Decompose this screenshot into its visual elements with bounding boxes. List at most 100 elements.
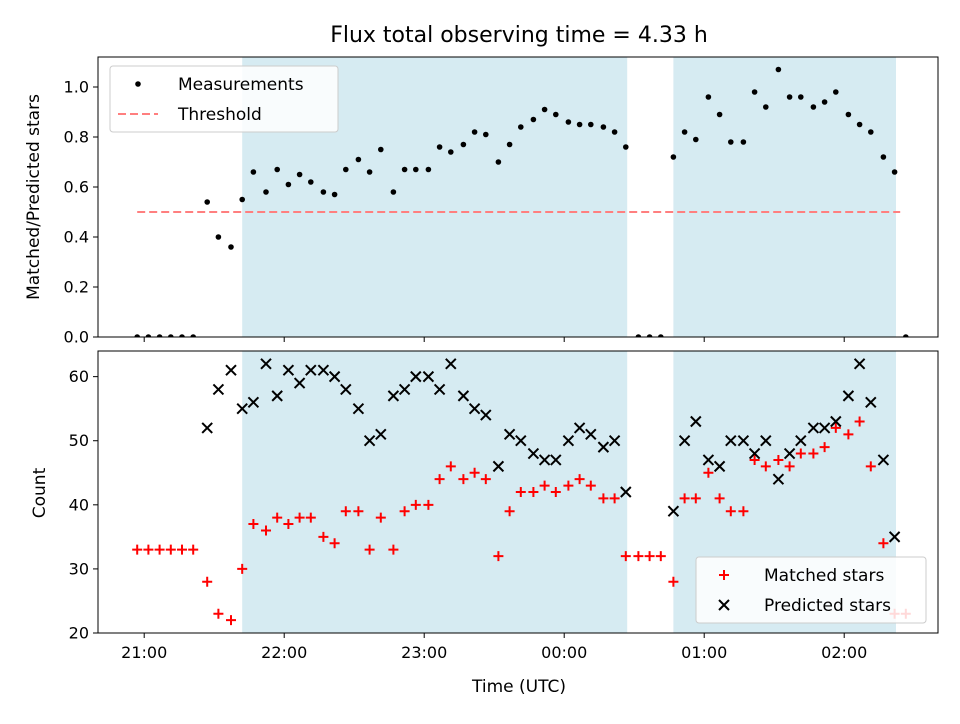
matched-star-point xyxy=(226,615,236,626)
matched-star-point xyxy=(237,563,248,574)
measurement-point xyxy=(471,129,478,135)
predicted-star-point xyxy=(842,390,855,402)
measurement-point xyxy=(821,99,828,105)
predicted-star-point xyxy=(503,428,516,441)
matched-star-point xyxy=(177,544,187,555)
matched-star-point xyxy=(515,487,526,497)
measurement-point xyxy=(518,124,524,130)
predicted-star-point xyxy=(608,435,621,447)
matched-star-point xyxy=(132,544,143,555)
matched-star-point xyxy=(644,551,655,562)
measurement-point xyxy=(681,129,688,135)
measurement-point xyxy=(611,129,618,135)
matched-star-point xyxy=(143,544,154,555)
measurement-point xyxy=(646,334,653,337)
matched-star-point xyxy=(154,544,165,555)
matched-star-point xyxy=(633,551,644,562)
predicted-star-point xyxy=(702,454,715,466)
predicted-star-point xyxy=(888,531,901,543)
matched-star-point xyxy=(493,551,504,562)
predicted-star-point xyxy=(725,435,737,447)
matched-star-point xyxy=(202,576,213,587)
measurement-point xyxy=(204,199,210,205)
top-y-tick-label: 0.4 xyxy=(64,228,89,247)
predicted-star-point xyxy=(480,409,492,421)
matched-star-point xyxy=(248,519,259,530)
top-shaded-interval xyxy=(673,57,896,337)
predicted-star-point xyxy=(305,364,317,376)
predicted-star-point xyxy=(422,370,435,383)
matched-star-point xyxy=(340,506,351,517)
measurement-point xyxy=(460,141,467,148)
predicted-star-point xyxy=(562,435,575,447)
matched-star-point xyxy=(865,461,876,472)
measurement-point xyxy=(553,111,559,118)
bottom-y-tick-label: 50 xyxy=(69,431,89,450)
top-y-tick-label: 0.8 xyxy=(64,128,89,147)
legend-box xyxy=(695,556,927,624)
predicted-star-point xyxy=(830,415,842,428)
predicted-star-point xyxy=(201,422,213,434)
matched-star-point xyxy=(843,429,854,440)
top-y-tick-label: 0.0 xyxy=(64,328,89,347)
measurement-point xyxy=(728,139,734,145)
matched-star-point xyxy=(423,499,434,510)
predicted-star-point xyxy=(807,422,820,434)
measurement-point xyxy=(448,149,454,155)
measurement-point xyxy=(215,234,222,240)
matched-star-point xyxy=(375,512,386,523)
matched-star-point xyxy=(528,487,539,497)
matched-star-point xyxy=(795,448,806,459)
x-tick-label: 21:00 xyxy=(121,643,167,662)
matched-star-point xyxy=(272,512,283,523)
predicted-star-point xyxy=(772,473,785,485)
bottom-axes-frame xyxy=(97,350,939,634)
matched-star-point xyxy=(563,480,574,491)
matched-star-point xyxy=(585,480,596,491)
measurement-point xyxy=(331,191,338,198)
predicted-star-point xyxy=(352,402,365,415)
x-tick-label: 23:00 xyxy=(401,643,447,662)
matched-star-point xyxy=(410,499,421,510)
measurement-point xyxy=(868,129,874,135)
predicted-star-point xyxy=(398,383,411,396)
measurement-point xyxy=(856,121,863,128)
matched-star-point xyxy=(399,506,410,517)
top-y-tick-label: 0.6 xyxy=(64,178,89,197)
predicted-star-point xyxy=(748,447,761,460)
predicted-star-point xyxy=(293,377,306,389)
top-legend: Measurements Threshold xyxy=(109,65,339,133)
measurement-point xyxy=(190,334,196,337)
predicted-star-point xyxy=(620,486,632,498)
matched-star-point xyxy=(469,467,480,478)
matched-star-point xyxy=(364,544,375,555)
bottom-shaded-interval xyxy=(242,351,628,633)
matched-star-point xyxy=(668,576,679,587)
predicted-star-point xyxy=(492,460,505,473)
matched-star-point xyxy=(480,474,491,485)
predicted-star-point xyxy=(387,390,400,402)
measurement-point xyxy=(600,124,607,130)
predicted-star-point xyxy=(445,358,457,370)
measurement-point xyxy=(145,334,152,337)
matched-star-point xyxy=(773,454,784,465)
bottom-y-tick-label: 30 xyxy=(69,559,89,578)
matched-star-point xyxy=(550,487,561,497)
measurement-point xyxy=(355,156,362,163)
x-tick-label: 02:00 xyxy=(821,643,867,662)
measurement-point xyxy=(239,196,245,203)
x-tick-label: 22:00 xyxy=(261,643,307,662)
measurement-point xyxy=(565,119,572,125)
predicted-star-point xyxy=(818,422,831,434)
measurement-point xyxy=(810,104,817,110)
top-y-tick-label: 0.2 xyxy=(64,278,89,297)
measurement-point xyxy=(156,334,163,337)
bottom-y-tick-label: 40 xyxy=(69,495,89,514)
x-tick-label: 01:00 xyxy=(681,643,727,662)
bottom-y-tick-label: 60 xyxy=(69,367,89,386)
measurement-point xyxy=(401,166,408,173)
matched-star-point xyxy=(819,442,830,453)
legend-label: Threshold xyxy=(177,105,262,125)
measurement-point xyxy=(390,189,397,195)
predicted-star-point xyxy=(363,435,376,447)
